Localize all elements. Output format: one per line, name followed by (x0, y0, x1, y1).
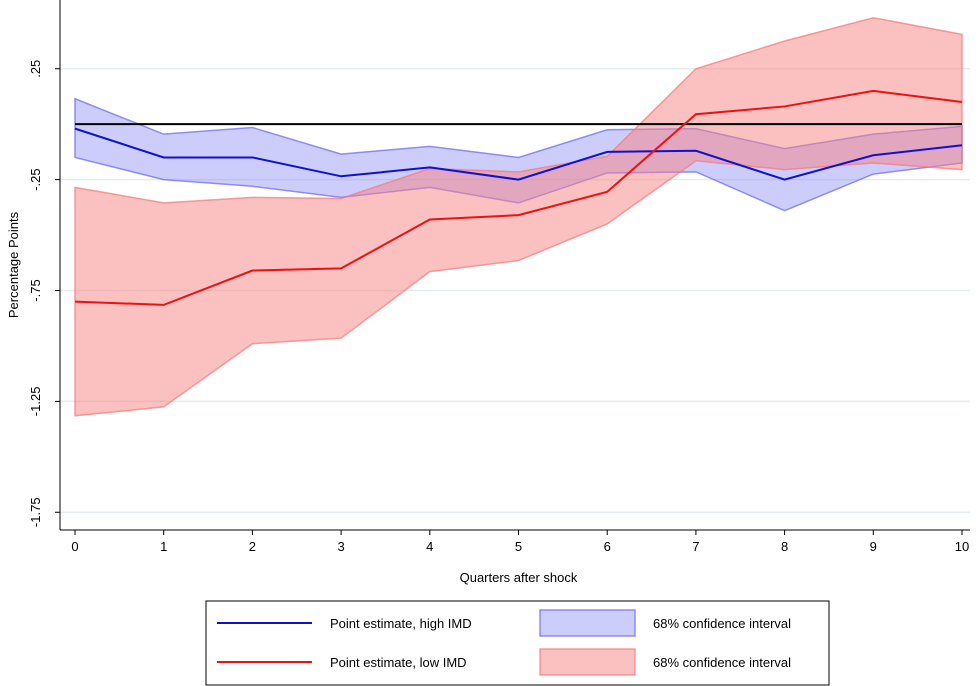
legend-label: 68% confidence interval (653, 616, 791, 631)
x-axis-title: Quarters after shock (460, 570, 578, 585)
legend-patch-swatch (539, 648, 636, 676)
x-tick-label: 4 (426, 539, 433, 554)
x-tick-label: 2 (249, 539, 256, 554)
x-tick-label: 0 (71, 539, 78, 554)
x-tick-label: 1 (160, 539, 167, 554)
series-line-1 (74, 89, 963, 306)
x-tick-label: 5 (515, 539, 522, 554)
x-tick-label: 9 (870, 539, 877, 554)
series-lines (74, 89, 963, 306)
legend-label: 68% confidence interval (653, 655, 791, 670)
x-tick-label: 7 (692, 539, 699, 554)
legend: Point estimate, high IMD 68% confidence i… (205, 600, 830, 686)
y-tick-label: -1.25 (28, 387, 43, 417)
legend-box (205, 600, 830, 686)
confidence-bands (74, 16, 963, 417)
confidence-band-1 (74, 16, 963, 417)
y-axis-title: Percentage Points (6, 211, 21, 318)
series-line-0 (74, 127, 963, 181)
y-tick-label: .25 (28, 60, 43, 78)
legend-label: Point estimate, high IMD (330, 616, 472, 631)
x-tick-label: 8 (781, 539, 788, 554)
x-tick-label: 10 (955, 539, 969, 554)
x-tick-label: 6 (604, 539, 611, 554)
x-tick-label: 3 (337, 539, 344, 554)
y-tick-label: -.75 (28, 279, 43, 301)
y-tick-label: -1.75 (28, 497, 43, 527)
y-axis-ticks: .25 -.25 -.75 -1.25 -1.75 (28, 60, 60, 527)
legend-patch-swatch (539, 609, 636, 637)
x-axis-ticks: 0 1 2 3 4 5 6 7 8 9 10 (71, 530, 969, 554)
legend-label: Point estimate, low IMD (330, 655, 467, 670)
y-tick-label: -.25 (28, 168, 43, 190)
